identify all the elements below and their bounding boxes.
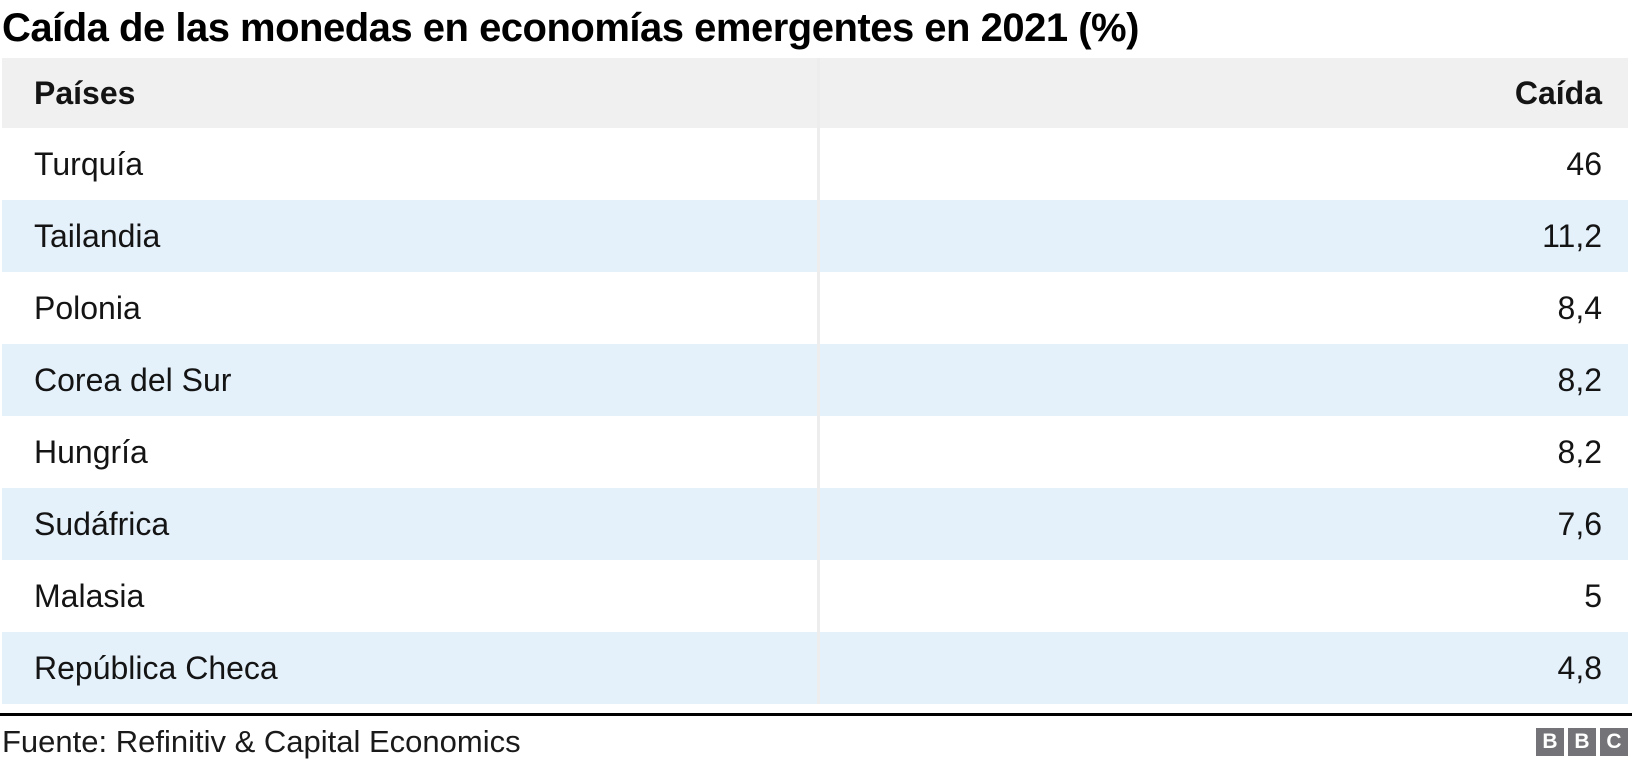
- country-cell: Turquía: [34, 146, 144, 182]
- data-table: Países Caída Turquía 46 Tailandia 11,2 P…: [2, 58, 1628, 704]
- country-cell: Corea del Sur: [34, 362, 232, 398]
- bbc-logo-block-1: B: [1536, 727, 1564, 756]
- country-cell: Sudáfrica: [34, 506, 170, 542]
- table-row: República Checa 4,8: [2, 632, 1628, 704]
- value-cell: 5: [1584, 578, 1602, 614]
- bbc-logo-block-2: B: [1568, 727, 1596, 756]
- table-row: Tailandia 11,2: [2, 200, 1628, 272]
- table-header-row: Países Caída: [2, 58, 1628, 128]
- bbc-logo-block-3: C: [1600, 727, 1628, 756]
- table-row: Polonia 8,4: [2, 272, 1628, 344]
- column-header-countries: Países: [34, 75, 136, 111]
- country-cell: República Checa: [34, 650, 278, 686]
- column-divider: [817, 58, 820, 128]
- footer: Fuente: Refinitiv & Capital Economics B …: [0, 716, 1632, 767]
- source-credit: Fuente: Refinitiv & Capital Economics: [2, 723, 521, 759]
- country-cell: Tailandia: [34, 218, 161, 254]
- footer-rule-line: [0, 713, 1632, 716]
- value-cell: 8,2: [1557, 434, 1602, 470]
- table-row: Corea del Sur 8,2: [2, 344, 1628, 416]
- column-divider: [817, 632, 820, 704]
- table-row: Sudáfrica 7,6: [2, 488, 1628, 560]
- chart-title: Caída de las monedas en economías emerge…: [2, 6, 1139, 50]
- column-divider: [817, 416, 820, 488]
- column-divider: [817, 200, 820, 272]
- table-body: Turquía 46 Tailandia 11,2 Polonia 8,4 Co…: [2, 128, 1628, 704]
- country-cell: Polonia: [34, 290, 141, 326]
- value-cell: 4,8: [1557, 650, 1602, 686]
- value-cell: 46: [1566, 146, 1602, 182]
- table-row: Turquía 46: [2, 128, 1628, 200]
- country-cell: Hungría: [34, 434, 148, 470]
- value-cell: 11,2: [1542, 218, 1602, 254]
- value-cell: 7,6: [1557, 506, 1602, 542]
- value-cell: 8,4: [1557, 290, 1602, 326]
- bbc-logo: B B C: [1536, 727, 1628, 756]
- table-row: Hungría 8,2: [2, 416, 1628, 488]
- country-cell: Malasia: [34, 578, 145, 614]
- column-header-caida: Caída: [1514, 75, 1602, 111]
- value-cell: 8,2: [1557, 362, 1602, 398]
- column-divider: [817, 128, 820, 200]
- column-divider: [817, 560, 820, 632]
- column-divider: [817, 488, 820, 560]
- column-divider: [817, 272, 820, 344]
- column-divider: [817, 344, 820, 416]
- table-row: Malasia 5: [2, 560, 1628, 632]
